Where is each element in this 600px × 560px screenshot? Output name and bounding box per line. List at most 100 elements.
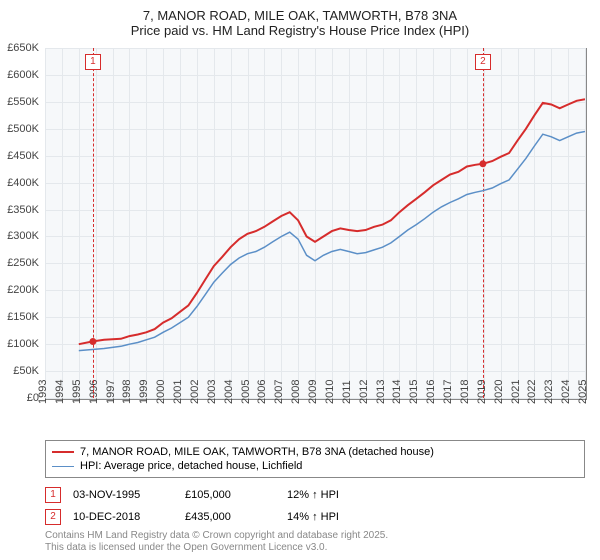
ytick-label: £600K [7, 69, 39, 81]
xtick-label: 2021 [510, 380, 522, 404]
gridline-v [518, 48, 519, 398]
ytick-label: £650K [7, 42, 39, 54]
ytick-label: £550K [7, 96, 39, 108]
gridline-v [467, 48, 468, 398]
gridline-v [231, 48, 232, 398]
footer-licence: This data is licensed under the Open Gov… [45, 542, 388, 554]
gridline-v [214, 48, 215, 398]
gridline-v [62, 48, 63, 398]
gridline-v [315, 48, 316, 398]
gridline-v [79, 48, 80, 398]
chart-container: 7, MANOR ROAD, MILE OAK, TAMWORTH, B78 3… [0, 0, 600, 560]
xtick-label: 2015 [408, 380, 420, 404]
transaction-row: 103-NOV-1995£105,00012% ↑ HPI [45, 484, 585, 506]
xtick-label: 1995 [71, 380, 83, 404]
xtick-label: 2009 [307, 380, 319, 404]
gridline-v [366, 48, 367, 398]
xtick-label: 2016 [425, 380, 437, 404]
gridline-v [96, 48, 97, 398]
gridline-v [45, 48, 46, 398]
chart-area: £0£50K£100K£150K£200K£250K£300K£350K£400… [45, 48, 585, 398]
ytick-label: £450K [7, 150, 39, 162]
xtick-label: 2022 [526, 380, 538, 404]
legend-row: HPI: Average price, detached house, Lich… [52, 459, 578, 473]
gridline-v [129, 48, 130, 398]
transaction-table: 103-NOV-1995£105,00012% ↑ HPI 2 10-DEC-201… [45, 484, 585, 528]
xtick-label: 2014 [391, 380, 403, 404]
xtick-label: 2020 [493, 380, 505, 404]
transaction-hpi: 12% ↑ HPI [287, 489, 387, 501]
legend-swatch [52, 451, 74, 453]
ytick-label: £300K [7, 230, 39, 242]
xtick-label: 2000 [155, 380, 167, 404]
xtick-label: 1997 [105, 380, 117, 404]
gridline-v [349, 48, 350, 398]
gridline-v [433, 48, 434, 398]
legend-row: 7, MANOR ROAD, MILE OAK, TAMWORTH, B78 3… [52, 445, 578, 459]
ytick-label: £150K [7, 311, 39, 323]
gridline-v [298, 48, 299, 398]
gridline-v [248, 48, 249, 398]
xtick-label: 2017 [442, 380, 454, 404]
xtick-label: 2019 [476, 380, 488, 404]
gridline-v [383, 48, 384, 398]
xtick-label: 2006 [256, 380, 268, 404]
xtick-label: 1994 [54, 380, 66, 404]
title-subtitle: Price paid vs. HM Land Registry's House … [0, 23, 600, 38]
gridline-v [551, 48, 552, 398]
xtick-label: 1993 [37, 380, 49, 404]
gridline-v [534, 48, 535, 398]
legend-label: 7, MANOR ROAD, MILE OAK, TAMWORTH, B78 3… [80, 446, 434, 458]
legend-label: HPI: Average price, detached house, Lich… [80, 460, 302, 472]
gridline-v [180, 48, 181, 398]
gridline-v [264, 48, 265, 398]
xtick-label: 1999 [138, 380, 150, 404]
ytick-label: £350K [7, 204, 39, 216]
gridline-v [450, 48, 451, 398]
transaction-price: £435,000 [185, 511, 275, 523]
marker-line-2 [483, 48, 484, 398]
xtick-label: 2011 [341, 380, 353, 404]
gridline-v [163, 48, 164, 398]
gridline-v [281, 48, 282, 398]
gridline-v [399, 48, 400, 398]
gridline-v [197, 48, 198, 398]
marker-box-1: 1 [85, 54, 101, 70]
legend-swatch [52, 466, 74, 467]
ytick-label: £50K [13, 365, 39, 377]
gridline-v [332, 48, 333, 398]
xtick-label: 2012 [358, 380, 370, 404]
xtick-label: 2024 [560, 380, 572, 404]
marker-box-2: 2 [475, 54, 491, 70]
gridline-v [416, 48, 417, 398]
transaction-row: 2 10-DEC-2018 £435,000 14% ↑ HPI [45, 506, 585, 528]
gridline-v [568, 48, 569, 398]
legend: 7, MANOR ROAD, MILE OAK, TAMWORTH, B78 3… [45, 440, 585, 478]
footer-copyright: Contains HM Land Registry data © Crown c… [45, 530, 388, 542]
ytick-label: £400K [7, 177, 39, 189]
xtick-label: 2018 [459, 380, 471, 404]
title-block: 7, MANOR ROAD, MILE OAK, TAMWORTH, B78 3… [0, 0, 600, 38]
xtick-label: 2004 [223, 380, 235, 404]
ytick-label: £250K [7, 257, 39, 269]
gridline-v [146, 48, 147, 398]
xtick-label: 2013 [375, 380, 387, 404]
gridline-v [501, 48, 502, 398]
gridline-v [585, 48, 586, 398]
xtick-label: 2001 [172, 380, 184, 404]
xtick-label: 2003 [206, 380, 218, 404]
ytick-label: £100K [7, 338, 39, 350]
xtick-label: 1998 [121, 380, 133, 404]
xtick-label: 2010 [324, 380, 336, 404]
transaction-date: 10-DEC-2018 [73, 511, 173, 523]
ytick-label: £200K [7, 284, 39, 296]
gridline-v [113, 48, 114, 398]
title-address: 7, MANOR ROAD, MILE OAK, TAMWORTH, B78 3… [0, 8, 600, 23]
xtick-label: 2002 [189, 380, 201, 404]
marker-line-1 [93, 48, 94, 398]
footer: Contains HM Land Registry data © Crown c… [45, 530, 388, 554]
transaction-hpi: 14% ↑ HPI [287, 511, 387, 523]
transaction-marker: 2 [45, 509, 61, 525]
xtick-label: 2025 [577, 380, 589, 404]
xtick-label: 2007 [273, 380, 285, 404]
